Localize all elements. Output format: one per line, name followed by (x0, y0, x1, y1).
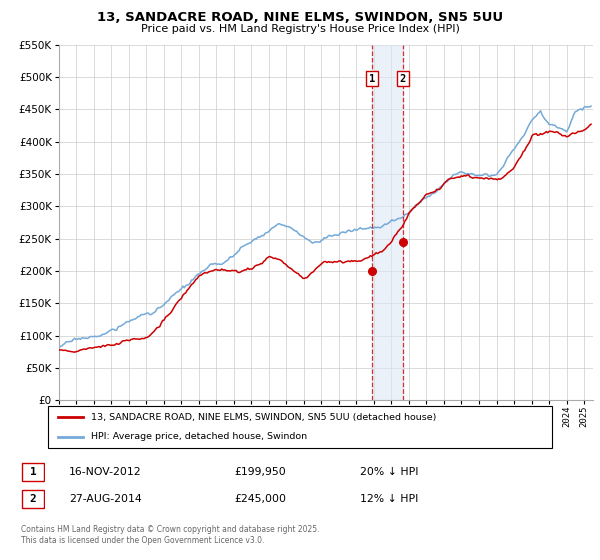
Bar (372, 45, 403, 400)
Text: Contains HM Land Registry data © Crown copyright and database right 2025.
This d: Contains HM Land Registry data © Crown c… (21, 525, 320, 545)
Text: £245,000: £245,000 (234, 494, 286, 504)
Text: 2: 2 (29, 494, 37, 504)
Text: £199,950: £199,950 (234, 467, 286, 477)
Text: 20% ↓ HPI: 20% ↓ HPI (360, 467, 419, 477)
Text: HPI: Average price, detached house, Swindon: HPI: Average price, detached house, Swin… (91, 432, 307, 441)
Text: Price paid vs. HM Land Registry's House Price Index (HPI): Price paid vs. HM Land Registry's House … (140, 24, 460, 34)
Text: 12% ↓ HPI: 12% ↓ HPI (360, 494, 418, 504)
Text: 1: 1 (29, 467, 37, 477)
Text: 2: 2 (400, 73, 406, 83)
Text: 16-NOV-2012: 16-NOV-2012 (69, 467, 142, 477)
Text: 13, SANDACRE ROAD, NINE ELMS, SWINDON, SN5 5UU (detached house): 13, SANDACRE ROAD, NINE ELMS, SWINDON, S… (91, 413, 436, 422)
Bar (22, 463, 44, 481)
Text: 13, SANDACRE ROAD, NINE ELMS, SWINDON, SN5 5UU: 13, SANDACRE ROAD, NINE ELMS, SWINDON, S… (97, 11, 503, 24)
Bar (22, 490, 44, 508)
Text: 1: 1 (369, 73, 375, 83)
Text: 27-AUG-2014: 27-AUG-2014 (69, 494, 142, 504)
